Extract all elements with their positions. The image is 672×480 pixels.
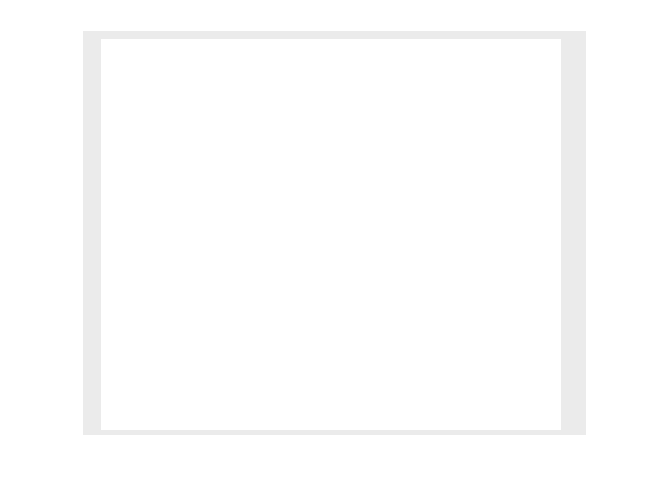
legend-colorbar: [600, 186, 618, 302]
heatmap-tiles: [101, 39, 561, 430]
plot-panel: [83, 31, 586, 435]
